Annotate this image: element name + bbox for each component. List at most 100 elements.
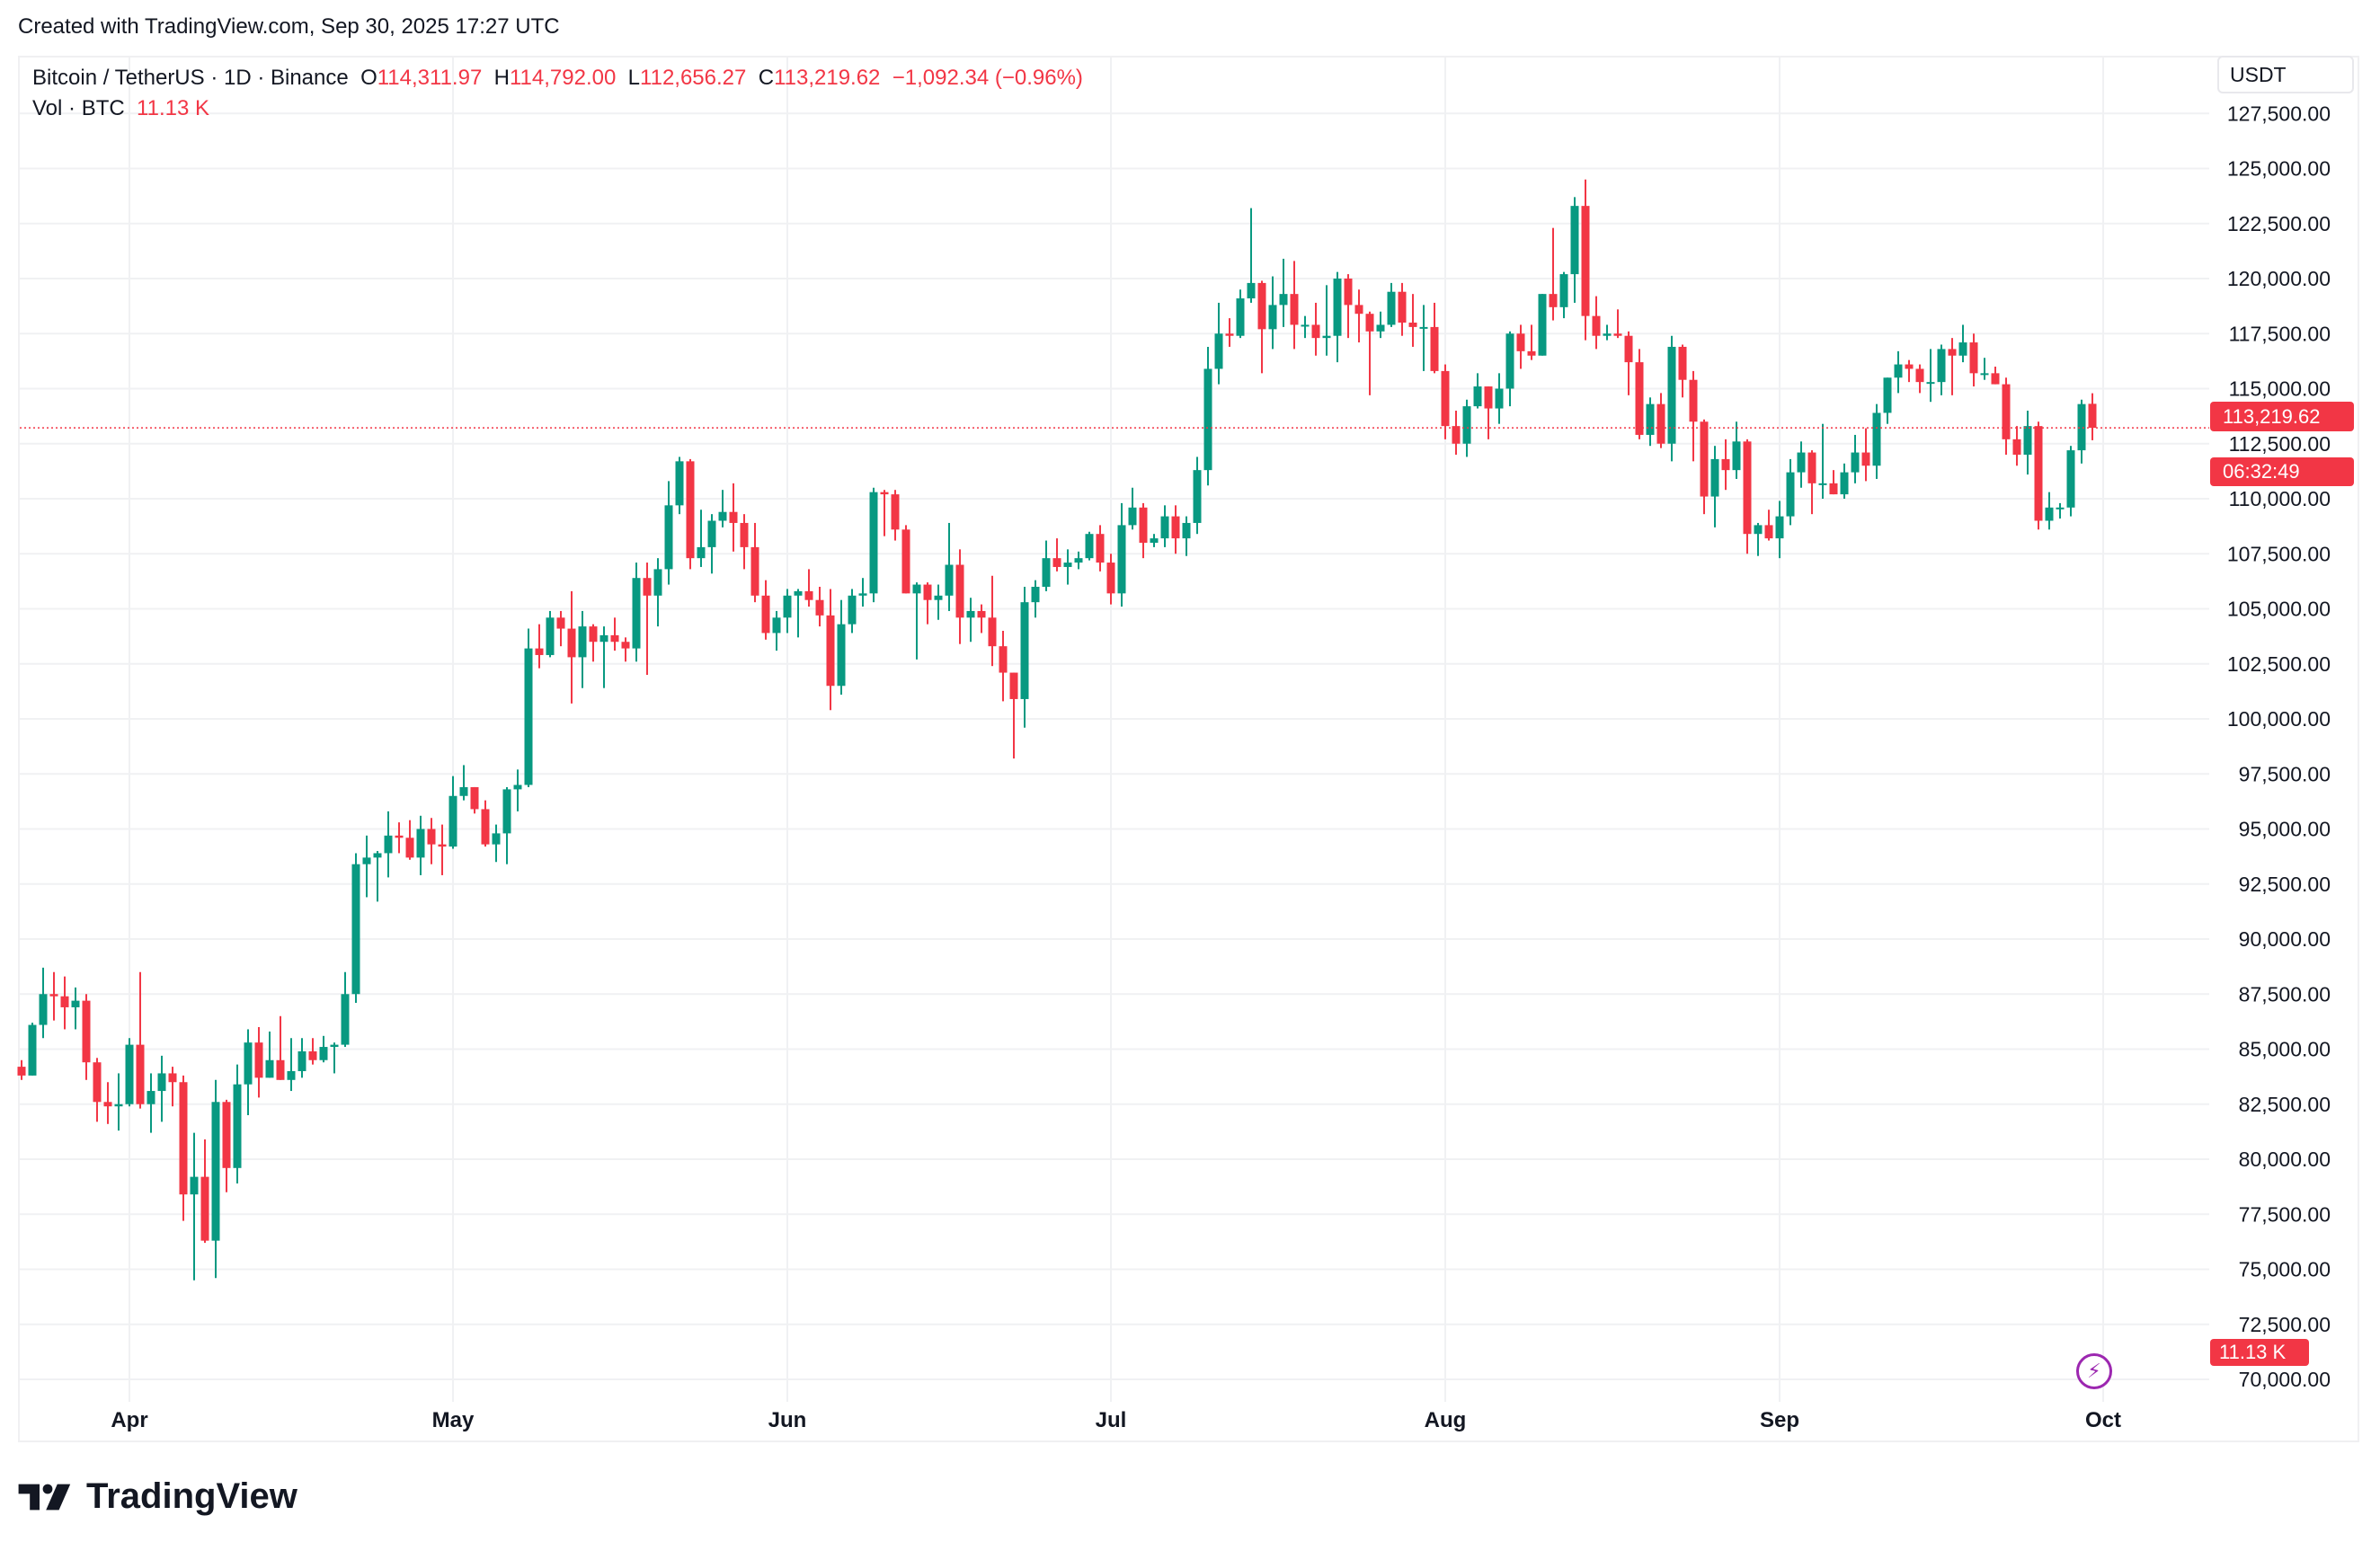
candle-body-up <box>147 1091 155 1104</box>
candle-body-up <box>912 584 921 594</box>
candle-body-down <box>200 1176 209 1241</box>
candle-body-down <box>1624 335 1633 363</box>
candle-body-down <box>1290 294 1299 325</box>
candle-body-up <box>1074 558 1083 563</box>
candle-body-down <box>481 809 490 845</box>
x-tick-label: Jul <box>1096 1408 1127 1432</box>
candle-body-up <box>341 994 350 1045</box>
candle-body-down <box>1225 333 1234 336</box>
candle-body-up <box>653 569 662 596</box>
candle-body-up <box>39 994 48 1025</box>
candle-body-down <box>729 511 738 523</box>
candle-body-up <box>1042 558 1051 587</box>
open-label: O <box>360 66 377 90</box>
y-tick-label: 72,500.00 <box>2239 1313 2331 1336</box>
candle-body-down <box>977 610 986 618</box>
lightning-bolt-icon[interactable]: ⚡︎ <box>2076 1353 2112 1389</box>
candle-body-down <box>535 648 544 655</box>
candle-body-down <box>1861 452 1870 466</box>
currency-button[interactable]: USDT <box>2217 56 2354 93</box>
candle-body-down <box>955 564 964 618</box>
candle-body-up <box>1505 333 1514 389</box>
candle-body-up <box>244 1042 253 1085</box>
low-value: 112,656.27 <box>640 66 747 90</box>
candle-body-down <box>1700 421 1709 497</box>
candle-body-up <box>858 593 867 596</box>
candle-body-up <box>1193 470 1202 523</box>
candle-body-up <box>2023 426 2032 455</box>
close-label: C <box>758 66 775 90</box>
candle-body-down <box>891 494 900 530</box>
high-label: H <box>493 66 510 90</box>
candle-body-up <box>578 626 587 658</box>
candle-body-down <box>395 835 404 838</box>
candle-body-up <box>1559 274 1568 307</box>
logo-text: TradingView <box>86 1476 298 1516</box>
created-with-caption: Created with TradingView.com, Sep 30, 20… <box>18 14 560 39</box>
candle-body-down <box>1807 452 1816 483</box>
candle-body-down <box>1106 563 1115 594</box>
candle-body-up <box>697 546 706 559</box>
candle-body-down <box>168 1073 177 1083</box>
candle-body-up <box>384 835 393 854</box>
candle-body-down <box>1516 333 1525 351</box>
candle-body-up <box>848 595 857 625</box>
candle-body-down <box>222 1102 231 1168</box>
candle-body-up <box>28 1024 37 1076</box>
candle-body-down <box>17 1067 26 1076</box>
chart-legend: Bitcoin / TetherUS · 1D · Binance O114,3… <box>32 63 1083 124</box>
y-tick-label: 95,000.00 <box>2239 818 2331 841</box>
candle-body-down <box>815 599 824 616</box>
candle-body-down <box>880 492 889 495</box>
candle-body-up <box>632 578 641 649</box>
candle-body-up <box>1117 525 1126 594</box>
candle-body-up <box>1495 388 1504 409</box>
candle-body-up <box>1958 342 1967 356</box>
candle-body-down <box>2088 403 2097 429</box>
candle-body-up <box>945 564 954 596</box>
candle-body-down <box>1441 370 1450 427</box>
tradingview-logo[interactable]: TradingView <box>18 1476 298 1517</box>
candle-body-down <box>1829 483 1838 495</box>
y-tick-label: 87,500.00 <box>2239 982 2331 1006</box>
y-tick-label: 125,000.00 <box>2227 157 2331 181</box>
candle-body-down <box>1721 458 1730 471</box>
candle-body-down <box>93 1062 102 1103</box>
candle-body-up <box>664 505 673 570</box>
x-tick-label: Oct <box>2085 1408 2121 1432</box>
candle-body-up <box>416 829 425 858</box>
candle-body-down <box>60 996 69 1007</box>
candle-body-up <box>1247 282 1256 299</box>
volume-value: 11.13 K <box>137 96 209 120</box>
candle-body-up <box>2077 403 2086 451</box>
candle-body-up <box>114 1103 123 1107</box>
candle-body-down <box>610 634 619 643</box>
candle-body-down <box>1052 558 1061 567</box>
candle-body-up <box>1538 294 1547 356</box>
candle-body-up <box>1754 525 1763 535</box>
candle-body-down <box>2034 426 2043 521</box>
candle-body-down <box>1257 282 1266 330</box>
candle-body-up <box>1937 349 1946 383</box>
candle-body-up <box>546 617 555 655</box>
y-tick-label: 70,000.00 <box>2239 1368 2331 1391</box>
candle-body-down <box>740 522 749 547</box>
candle-body-up <box>783 595 792 618</box>
candle-body-down <box>1398 291 1407 323</box>
candle-body-down <box>427 829 436 845</box>
candle-body-up <box>1840 472 1849 495</box>
open-value: 114,311.97 <box>377 66 483 90</box>
symbol-title[interactable]: Bitcoin / TetherUS · 1D · Binance <box>32 66 349 90</box>
candle-body-up <box>837 624 846 687</box>
candle-body-up <box>794 590 803 596</box>
y-tick-label: 107,500.00 <box>2227 542 2331 565</box>
candle-body-up <box>599 634 608 643</box>
y-tick-label: 82,500.00 <box>2239 1093 2331 1116</box>
y-tick-label: 77,500.00 <box>2239 1202 2331 1226</box>
candle-body-up <box>1020 602 1029 699</box>
volume-label[interactable]: Vol · BTC <box>32 96 125 120</box>
candle-body-down <box>589 626 598 643</box>
candle-body-up <box>287 1071 296 1080</box>
candle-body-up <box>1894 364 1903 378</box>
